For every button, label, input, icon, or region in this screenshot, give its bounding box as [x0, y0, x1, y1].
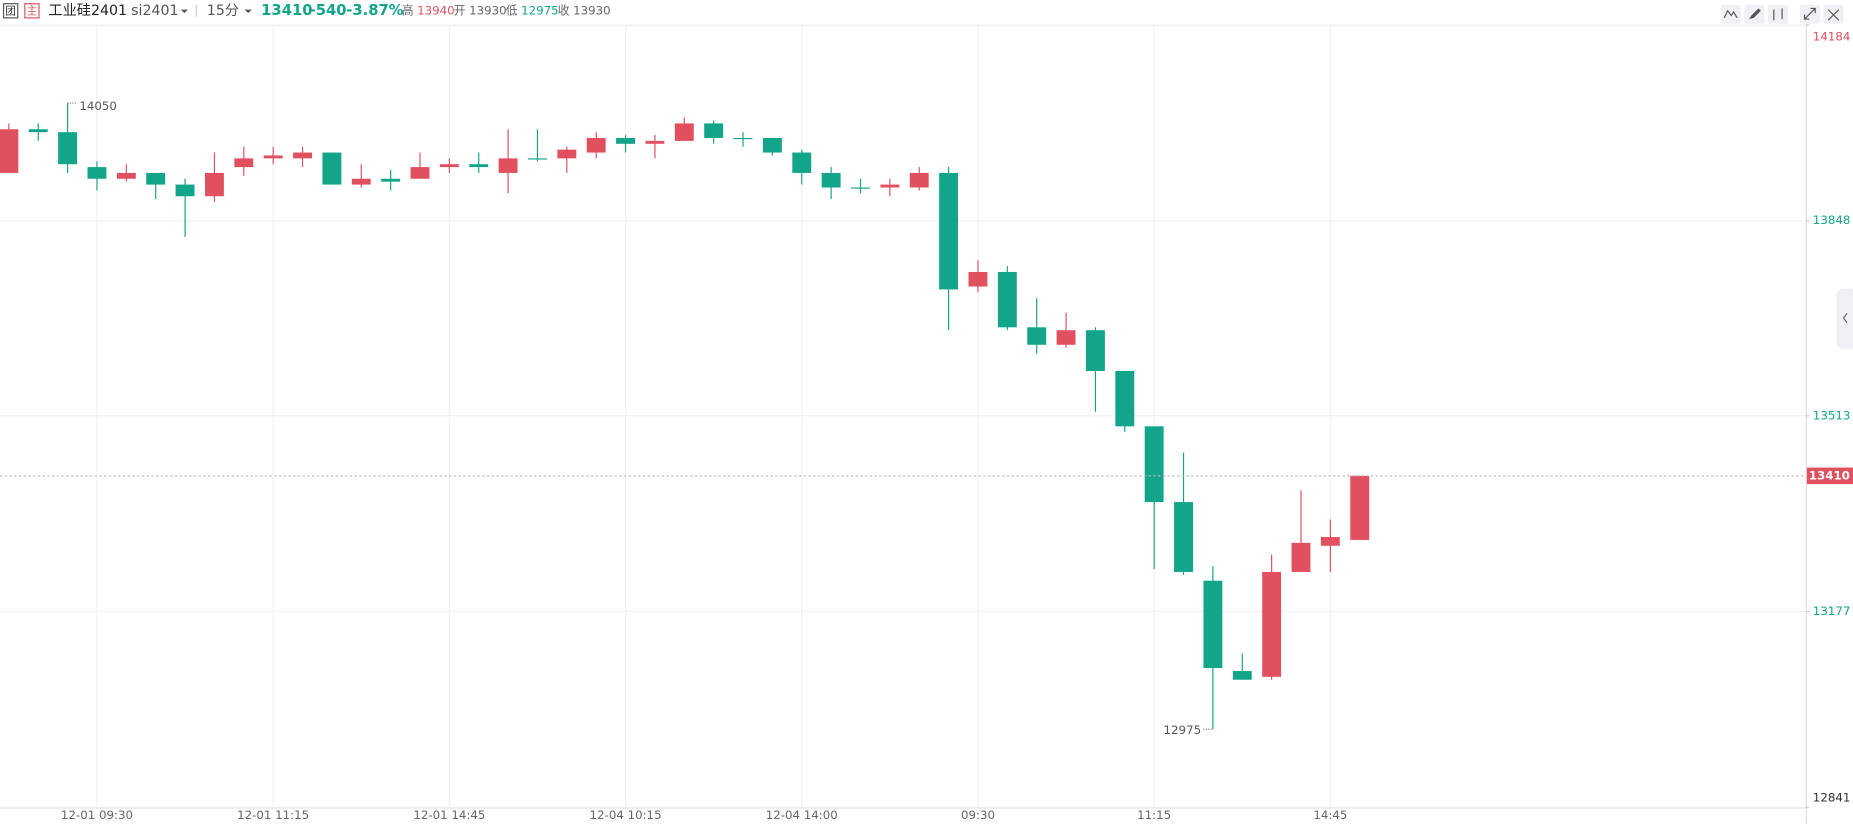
icon	[1842, 312, 1848, 324]
icon	[1749, 8, 1761, 20]
candle-body	[1085, 330, 1105, 371]
candle-body	[645, 140, 665, 144]
candle-body	[704, 123, 724, 138]
dropdown-icon[interactable]	[180, 9, 188, 14]
symbol-name[interactable]: 工业硅2401	[48, 3, 127, 19]
badge[interactable]: 团	[5, 4, 16, 17]
candle-body	[1203, 580, 1223, 669]
candle-body	[586, 137, 606, 153]
candle-body	[880, 184, 900, 188]
candle-body	[0, 129, 19, 173]
candle-body	[528, 158, 547, 160]
badge-box[interactable]	[2, 3, 19, 19]
candle-body	[410, 167, 430, 179]
x-tick-label: 11:15	[1137, 808, 1171, 822]
candle-body	[909, 172, 929, 188]
candle-body	[851, 187, 870, 189]
candle-body	[1320, 537, 1340, 546]
stat-label: 开	[454, 3, 466, 17]
min-label: 12975	[1164, 723, 1202, 737]
candle-body	[469, 164, 489, 168]
candle-body	[1027, 327, 1047, 345]
last-price: 13410	[261, 2, 312, 19]
candle-body	[293, 152, 312, 159]
candle-body	[322, 152, 342, 185]
change: -540	[310, 2, 347, 19]
candle-body	[1262, 571, 1282, 677]
x-tick-label: 12-04 10:15	[590, 808, 662, 822]
candle-body	[1291, 542, 1311, 572]
y-tick-label: 13848	[1813, 213, 1851, 227]
candle-body	[1144, 426, 1164, 503]
x-tick-label: 12-01 11:15	[237, 808, 309, 822]
x-tick-label: 09:30	[961, 808, 995, 822]
toolbar	[1720, 4, 1844, 24]
badge[interactable]: 主	[27, 4, 38, 17]
candle-body	[204, 172, 224, 197]
candle-body	[175, 184, 195, 197]
dropdown-icon[interactable]	[244, 9, 252, 14]
x-tick-label: 12-04 14:00	[766, 808, 838, 822]
y-tick-label: 12841	[1813, 790, 1851, 804]
candle-body	[1232, 670, 1252, 680]
change-percent: -3.87%	[346, 2, 404, 19]
badge-box[interactable]	[24, 3, 40, 19]
max-label: 14050	[79, 99, 117, 113]
x-tick-label: 14:45	[1313, 808, 1347, 822]
candle-body	[939, 172, 959, 290]
icon	[1723, 9, 1738, 19]
x-tick-label: 12-01 14:45	[413, 808, 485, 822]
candle-body	[1350, 475, 1370, 540]
candle-body	[997, 271, 1017, 328]
last-price-tag	[1806, 467, 1853, 485]
candle-body	[674, 123, 694, 141]
period[interactable]: 15分	[207, 3, 239, 19]
y-tick-label: 13513	[1813, 408, 1851, 422]
candle-body	[1174, 502, 1193, 572]
candle-body	[1115, 370, 1135, 427]
candle-body	[146, 172, 166, 185]
candle-body	[263, 155, 283, 159]
icon	[1803, 7, 1816, 20]
stat-value: 12975	[521, 3, 559, 17]
stat-label: 低	[506, 3, 518, 17]
candle-body	[792, 152, 812, 173]
y-tick-label: 14184	[1813, 29, 1851, 43]
x-tick-label: 12-01 09:30	[61, 808, 133, 822]
icon	[1827, 9, 1840, 21]
stat-value: 13930	[573, 3, 611, 17]
candle-body	[116, 172, 136, 179]
candle-body	[557, 149, 577, 159]
candle-body	[28, 129, 48, 133]
candle-body	[1056, 330, 1076, 345]
stat-value: 13930	[469, 3, 507, 17]
y-tick-label: 13177	[1813, 604, 1851, 618]
candle-body	[821, 172, 841, 188]
stat-value: 13940	[417, 3, 455, 17]
candle-body	[439, 164, 459, 168]
last-price-label: 13410	[1809, 468, 1850, 482]
candle-body	[351, 178, 371, 185]
candle-body	[381, 178, 401, 182]
candle-body	[968, 271, 988, 287]
candle-body	[733, 137, 753, 140]
chart-type-button[interactable]	[1767, 4, 1789, 24]
candle-body	[498, 158, 518, 173]
candle-body	[58, 132, 78, 165]
stat-label: 收	[558, 3, 570, 17]
icon	[1773, 8, 1783, 21]
symbol-code[interactable]: si2401	[131, 3, 178, 19]
candle-body	[616, 137, 636, 144]
candle-body	[762, 137, 782, 153]
stat-label: 高	[402, 3, 414, 17]
candle-body	[87, 167, 107, 179]
candle-body	[234, 158, 254, 168]
